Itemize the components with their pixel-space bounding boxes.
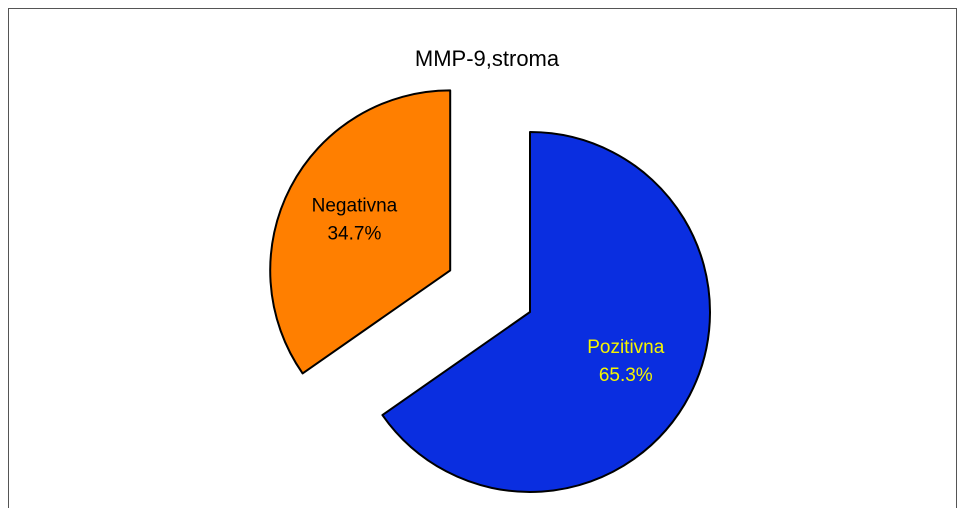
pie-slice bbox=[269, 89, 452, 375]
slice-value-label: 65.3% bbox=[599, 365, 653, 386]
slice-label: Pozitivna bbox=[587, 337, 665, 358]
pie-slice bbox=[381, 131, 711, 493]
slice-value-label: 34.7% bbox=[327, 223, 381, 244]
slice-label: Negativna bbox=[312, 195, 398, 216]
chart-title: MMP-9,stroma bbox=[415, 46, 560, 71]
